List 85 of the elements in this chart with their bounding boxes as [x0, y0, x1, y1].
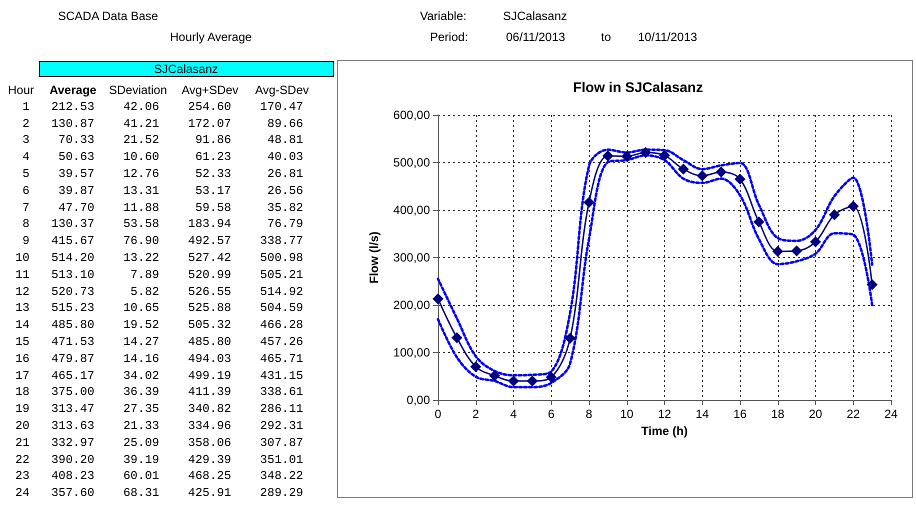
text: 24 357.60 68.31 425.91 289.29 [14, 486, 304, 500]
text: Variable: [420, 9, 466, 23]
text: 22 390.20 39.19 429.39 351.01 [14, 452, 304, 467]
x-tick-label: 12 [658, 407, 672, 421]
text: 8 130.37 53.58 183.94 76.79 [21, 217, 304, 232]
point [546, 372, 557, 383]
text: 10 514.20 13.22 527.42 500.98 [14, 251, 304, 265]
x-axis-title: Time (h) [641, 424, 688, 438]
y-tick-label: 400,00 [393, 203, 430, 217]
point [489, 370, 500, 382]
x-tick-label: 20 [808, 407, 822, 421]
text: SJCalasanz [154, 62, 218, 76]
y-tick-label: 100,00 [393, 346, 430, 360]
y-tick-label: 200,00 [393, 298, 430, 312]
point [716, 166, 727, 178]
text: 14 485.80 19.52 505.32 466.28 [14, 318, 304, 332]
point [508, 376, 519, 386]
point [470, 361, 482, 372]
point [678, 164, 689, 175]
point [432, 293, 444, 304]
point [848, 200, 859, 212]
text: Avg-SDev [255, 83, 309, 97]
text: 06/11/2013 [506, 30, 566, 44]
text: Hourly Average [170, 30, 252, 44]
text: Period: [430, 30, 468, 44]
point [828, 209, 840, 220]
point [602, 150, 614, 162]
x-tick-label: 18 [771, 407, 785, 421]
text: 20 313.63 21.33 334.96 292.31 [14, 419, 304, 433]
y-tick-label: 300,00 [393, 250, 430, 264]
text: 7 47.70 11.88 59.58 35.82 [21, 200, 304, 215]
point [696, 170, 708, 182]
x-tick-label: 22 [846, 407, 860, 421]
text: 2 130.87 41.21 172.07 89.66 [21, 116, 304, 131]
chart-title: Flow in SJCalasanz [573, 79, 703, 95]
point [621, 150, 632, 162]
text: Average [50, 83, 96, 97]
x-tick-label: 10 [620, 407, 634, 421]
point [772, 246, 784, 257]
text: Hour [8, 83, 34, 97]
text: 11 513.10 7.89 520.99 505.21 [14, 268, 304, 282]
text: 21 332.97 25.09 358.06 307.87 [14, 436, 304, 450]
x-tick-label: 2 [472, 407, 480, 421]
text: 9 415.67 76.90 492.57 338.77 [21, 234, 304, 248]
point [584, 196, 594, 208]
text: 12 520.73 5.82 526.55 514.92 [14, 284, 304, 299]
text: SCADA Data Base [58, 9, 158, 23]
x-tick-label: 14 [696, 407, 710, 421]
point [451, 332, 462, 344]
text: 19 313.47 27.35 340.82 286.11 [14, 402, 304, 416]
text: Avg+SDev [182, 83, 238, 97]
point [791, 245, 802, 256]
y-tick-label: 0,00 [406, 393, 430, 407]
text: 5 39.57 12.76 52.33 26.81 [21, 167, 304, 181]
x-tick-label: 4 [510, 407, 518, 421]
point [640, 147, 652, 158]
x-tick-label: 24 [884, 407, 898, 421]
point [734, 174, 746, 185]
text: to [601, 30, 612, 44]
y-tick-label: 600,00 [393, 108, 430, 122]
text: 23 408.23 60.01 468.25 348.22 [14, 469, 304, 484]
text: 1 212.53 42.06 254.60 170.47 [21, 100, 304, 114]
y-axis-title: Flow (l/s) [367, 232, 381, 284]
text: SDeviation [108, 83, 168, 97]
point [526, 376, 538, 386]
text: 13 515.23 10.65 525.88 504.59 [14, 301, 304, 316]
point [564, 332, 576, 344]
text: 3 70.33 21.52 91.86 48.81 [21, 133, 304, 148]
point [866, 279, 878, 290]
point [810, 236, 821, 248]
x-tick-label: 0 [434, 407, 442, 421]
text: SJCalasanz [503, 9, 568, 23]
text: 6 39.87 13.31 53.17 26.56 [21, 184, 304, 198]
text: 18 375.00 36.39 411.39 338.61 [14, 385, 304, 400]
point [659, 150, 670, 161]
text: 10/11/2013 [638, 30, 698, 44]
text: 15 471.53 14.27 485.80 457.26 [14, 335, 304, 349]
point [753, 216, 764, 228]
text: 16 479.87 14.16 494.03 465.71 [14, 352, 304, 366]
text: 4 50.63 10.60 61.23 40.03 [21, 150, 304, 164]
x-tick-label: 8 [586, 407, 593, 421]
text: 17 465.17 34.02 499.19 431.15 [14, 368, 304, 383]
y-tick-label: 500,00 [393, 156, 430, 170]
x-tick-label: 6 [548, 407, 555, 421]
x-tick-label: 16 [733, 407, 747, 421]
